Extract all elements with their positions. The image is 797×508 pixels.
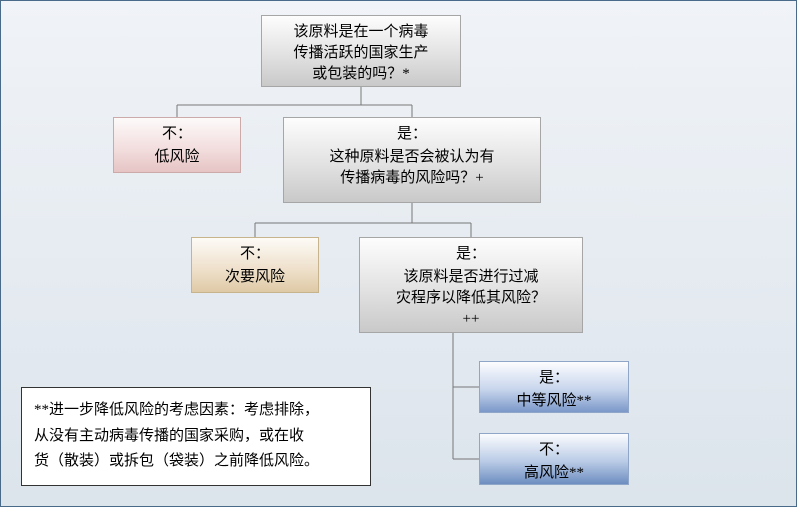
node-no2-header: 不： xyxy=(200,244,310,265)
node-no1-header: 不： xyxy=(122,124,232,145)
node-no3-body: 高风险** xyxy=(488,463,620,484)
node-yes-transmission-risk: 是： 这种原料是否会被认为有传播病毒的风险吗？+ xyxy=(283,117,541,203)
node-root-text: 该原料是在一个病毒传播活跃的国家生产或包装的吗？* xyxy=(270,22,452,85)
node-yes2-header: 是： xyxy=(368,244,574,265)
node-no-low-risk: 不： 低风险 xyxy=(113,117,241,173)
node-no3-header: 不： xyxy=(488,440,620,461)
node-yes3-header: 是： xyxy=(488,368,620,389)
node-yes1-header: 是： xyxy=(292,124,532,145)
node-no-high-risk: 不： 高风险** xyxy=(479,433,629,485)
node-no2-body: 次要风险 xyxy=(200,267,310,288)
flowchart-canvas: 该原料是在一个病毒传播活跃的国家生产或包装的吗？* 不： 低风险 是： 这种原料… xyxy=(0,0,797,507)
node-yes1-body: 这种原料是否会被认为有传播病毒的风险吗？+ xyxy=(292,147,532,189)
node-yes-mitigation: 是： 该原料是否进行过减灾程序以降低其风险？++ xyxy=(359,237,583,333)
node-root: 该原料是在一个病毒传播活跃的国家生产或包装的吗？* xyxy=(261,15,461,87)
footnote-box: **进一步降低风险的考虑因素：考虑排除，从没有主动病毒传播的国家采购，或在收货（… xyxy=(21,387,371,486)
node-yes-medium-risk: 是： 中等风险** xyxy=(479,361,629,413)
node-no1-body: 低风险 xyxy=(122,147,232,168)
node-yes2-body: 该原料是否进行过减灾程序以降低其风险？++ xyxy=(368,267,574,330)
footnote-text: **进一步降低风险的考虑因素：考虑排除，从没有主动病毒传播的国家采购，或在收货（… xyxy=(34,402,319,469)
node-no-secondary-risk: 不： 次要风险 xyxy=(191,237,319,293)
node-yes3-body: 中等风险** xyxy=(488,391,620,412)
